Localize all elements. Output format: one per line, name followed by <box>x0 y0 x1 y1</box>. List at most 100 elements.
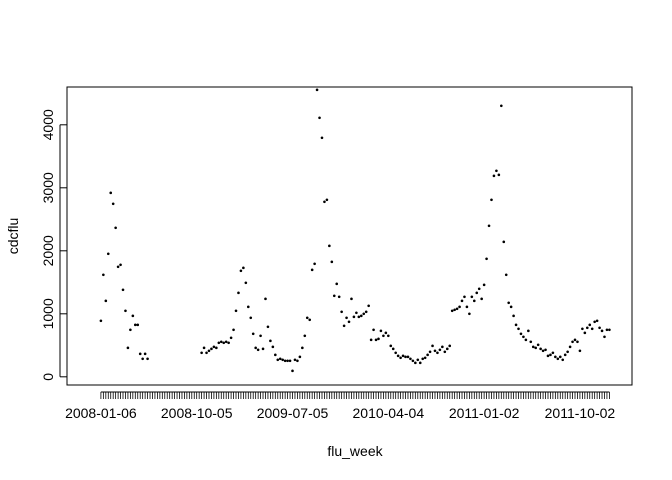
point <box>394 351 397 355</box>
point <box>514 323 518 327</box>
point <box>522 335 525 339</box>
point <box>534 346 538 350</box>
point <box>512 314 515 318</box>
point <box>544 348 547 352</box>
point <box>531 345 535 349</box>
point <box>281 358 284 362</box>
point <box>232 328 235 332</box>
point <box>251 332 255 336</box>
point <box>450 309 454 313</box>
point <box>509 305 513 309</box>
point <box>278 357 282 361</box>
point <box>504 273 508 277</box>
point <box>458 305 461 309</box>
point <box>445 347 449 351</box>
point <box>332 294 336 298</box>
y-tick-label: 1000 <box>40 298 56 329</box>
point <box>136 323 140 327</box>
point <box>568 345 572 349</box>
point <box>443 350 447 354</box>
point <box>477 287 481 291</box>
point <box>313 262 316 266</box>
point <box>119 263 122 267</box>
point <box>138 352 142 356</box>
point <box>529 340 533 344</box>
point <box>401 354 405 358</box>
point <box>485 257 488 261</box>
point <box>143 352 147 356</box>
point <box>131 314 135 318</box>
point <box>350 297 353 301</box>
point <box>573 338 577 342</box>
point <box>224 340 228 344</box>
point <box>357 315 361 319</box>
point <box>102 273 105 277</box>
point <box>571 340 574 344</box>
point <box>431 344 434 348</box>
point <box>254 346 257 350</box>
point <box>244 281 248 285</box>
point <box>600 329 604 333</box>
point <box>261 347 265 351</box>
point <box>234 309 238 313</box>
point <box>463 295 466 299</box>
point <box>561 358 565 362</box>
point <box>578 349 582 353</box>
point <box>271 345 275 349</box>
point <box>603 335 606 339</box>
point <box>387 334 390 338</box>
point <box>563 353 567 357</box>
point <box>264 297 267 301</box>
point <box>416 358 420 362</box>
point <box>470 295 474 299</box>
point <box>269 339 272 343</box>
point <box>266 325 270 329</box>
point <box>237 291 240 295</box>
point <box>426 353 429 357</box>
point <box>406 355 410 359</box>
point <box>114 226 117 230</box>
point <box>576 340 579 344</box>
point <box>595 319 599 323</box>
point <box>121 288 125 292</box>
point <box>202 346 206 350</box>
point <box>325 198 329 202</box>
point <box>207 349 211 353</box>
point <box>124 309 127 313</box>
point <box>549 353 552 357</box>
point <box>229 336 233 340</box>
point <box>276 358 280 362</box>
x-axis-label: flu_week <box>327 443 383 459</box>
point <box>436 351 439 355</box>
point <box>129 328 132 332</box>
y-axis-label: cdcflu <box>5 218 21 255</box>
point <box>593 320 596 324</box>
point <box>227 341 230 345</box>
point <box>374 338 378 342</box>
point <box>367 304 370 308</box>
point <box>472 299 476 303</box>
point <box>347 320 351 324</box>
point <box>249 316 253 320</box>
point <box>323 200 326 204</box>
point <box>418 361 422 365</box>
point <box>293 358 297 362</box>
point <box>448 344 452 348</box>
point <box>340 310 343 314</box>
point <box>141 357 144 361</box>
point <box>210 347 213 351</box>
x-tick-label: 2008-10-05 <box>161 405 233 421</box>
point <box>288 359 292 363</box>
point <box>200 351 203 355</box>
point <box>588 323 592 327</box>
point <box>519 332 523 336</box>
point <box>409 357 412 361</box>
point <box>539 347 542 351</box>
point <box>291 369 294 373</box>
point <box>382 334 385 338</box>
point <box>608 328 611 332</box>
point <box>490 198 493 202</box>
x-tick-label: 2008-01-06 <box>65 405 137 421</box>
x-tick-label: 2010-04-04 <box>353 405 425 421</box>
